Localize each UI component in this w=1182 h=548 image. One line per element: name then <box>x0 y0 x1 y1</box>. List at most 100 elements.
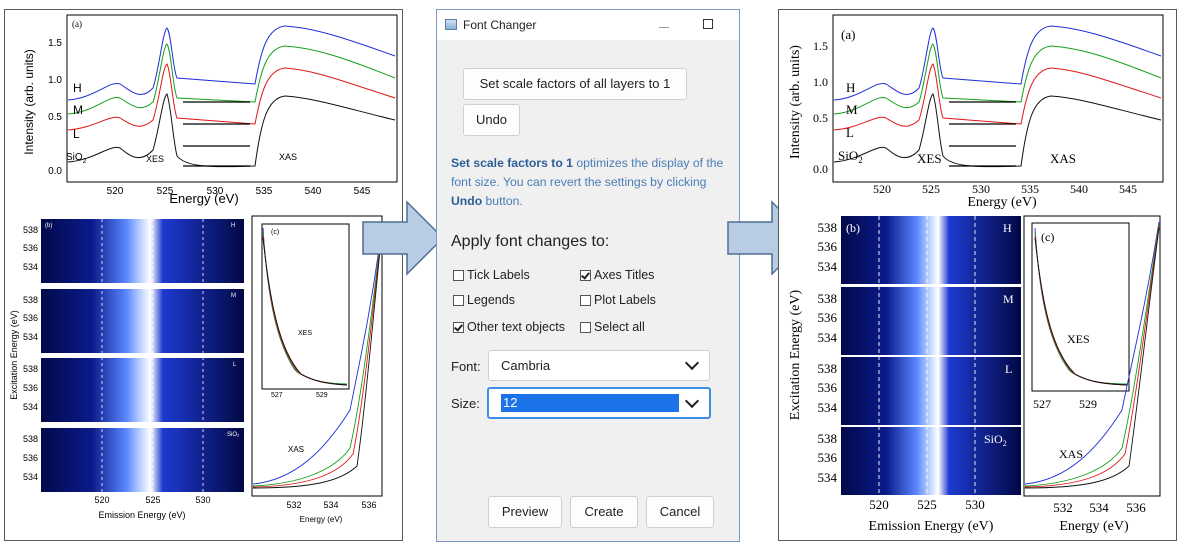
right-a-ytick: 0.5 <box>813 111 828 125</box>
right-figure-canvas: 1.5 1.0 0.5 0.0 520 525 530 535 540 545 … <box>788 14 1164 534</box>
left-b-xlabel: Emission Energy (eV) <box>98 510 185 520</box>
left-a-curve-SiO2 <box>67 93 396 168</box>
right-a-xas-label: XAS <box>1050 151 1076 166</box>
create-button[interactable]: Create <box>570 496 638 528</box>
right-a-xtick: 535 <box>1021 182 1039 196</box>
preview-button[interactable]: Preview <box>488 496 562 528</box>
right-c-inset <box>1031 222 1130 392</box>
left-a-xes-label: XES <box>146 154 164 164</box>
left-b-sub-label: L <box>233 362 237 368</box>
checkbox-plot-labels[interactable]: Plot Labels <box>580 293 656 307</box>
right-b-ytick: 538 <box>818 220 838 235</box>
left-b-ytick: 536 <box>23 313 38 323</box>
right-a-series-label: H <box>846 80 855 95</box>
right-b-sub-label: L <box>1005 362 1012 376</box>
cancel-button[interactable]: Cancel <box>646 496 714 528</box>
left-a-xtick: 540 <box>305 186 322 197</box>
right-b-ytick: 538 <box>818 291 838 306</box>
left-b-ytick: 538 <box>23 225 38 235</box>
left-b-ytick: 534 <box>23 402 38 412</box>
left-figure-canvas: 1.5 1.0 0.5 0.0 520 525 530 535 540 545 … <box>9 14 398 524</box>
left-b-xtick: 525 <box>145 495 160 505</box>
right-a-xlabel: Energy (eV) <box>967 195 1037 210</box>
right-a-series-label: M <box>846 102 858 117</box>
font-select-value: Cambria <box>501 358 551 373</box>
right-a-curve-H <box>833 25 1162 101</box>
left-c-inset <box>261 223 350 390</box>
right-c-inset-xtick: 527 <box>1033 397 1051 411</box>
left-c-xes-label: XES <box>298 330 312 337</box>
left-a-xlabel: Energy (eV) <box>169 191 238 206</box>
checkbox-select-all[interactable]: Select all <box>580 320 645 334</box>
undo-button[interactable]: Undo <box>463 104 520 136</box>
right-c-xlabel: Energy (eV) <box>1059 519 1129 534</box>
right-a-xtick: 520 <box>873 182 891 196</box>
left-a-ytick: 0.0 <box>48 166 62 177</box>
chevron-down-icon[interactable] <box>684 355 700 371</box>
right-b-xtick: 520 <box>869 497 889 512</box>
left-c-inset-xtick: 527 <box>271 392 283 399</box>
right-c-xes-label: XES <box>1067 332 1090 346</box>
right-c-xtick: 534 <box>1089 500 1109 515</box>
left-b-ytick: 536 <box>23 243 38 253</box>
right-b-ytick: 536 <box>818 310 838 325</box>
info-text: Set scale factors to 1 optimizes the dis… <box>451 156 724 208</box>
right-panel-a-frame <box>832 14 1164 183</box>
left-c-xlabel: Energy (eV) <box>300 515 343 524</box>
right-a-panel-label: (a) <box>841 27 855 42</box>
right-a-series-label: L <box>846 125 854 140</box>
apply-heading: Apply font changes to: <box>451 233 610 250</box>
checkbox-box[interactable] <box>453 322 464 333</box>
dialog-titlebar: Font Changer <box>437 10 739 40</box>
left-a-series-label: H <box>73 81 82 95</box>
left-b-ytick: 538 <box>23 364 38 374</box>
right-b-xtick: 530 <box>965 497 985 512</box>
checkbox-box[interactable] <box>580 270 591 281</box>
right-arrow-icon <box>362 200 445 276</box>
left-b-sub-label: M <box>231 293 236 299</box>
chevron-down-icon[interactable] <box>684 393 700 409</box>
left-a-xtick: 525 <box>157 186 174 197</box>
left-a-series-label: SiO2 <box>66 152 87 165</box>
checkbox-axes-titles[interactable]: Axes Titles <box>580 268 654 282</box>
checkbox-box[interactable] <box>453 295 464 306</box>
right-a-curve-M <box>833 43 1162 115</box>
left-a-panel-label: (a) <box>72 19 82 29</box>
font-changer-dialog: Font Changer Set scale factors of all la… <box>436 9 740 542</box>
minimize-icon[interactable] <box>659 27 669 28</box>
right-b-ytick: 536 <box>818 239 838 254</box>
left-b-ytick: 538 <box>23 434 38 444</box>
left-c-panel-label: (c) <box>271 229 279 236</box>
checkbox-box[interactable] <box>580 295 591 306</box>
right-a-ytick: 1.5 <box>813 39 828 53</box>
right-a-xtick: 545 <box>1119 182 1137 196</box>
size-select[interactable]: 12 <box>487 387 711 419</box>
right-b-sub-label: SiO2 <box>984 432 1007 448</box>
right-b-ytick: 534 <box>818 330 838 345</box>
left-a-ytick: 1.0 <box>48 75 62 86</box>
right-b-sub-label: H <box>1003 221 1012 235</box>
set-scale-factors-button[interactable]: Set scale factors of all layers to 1 <box>463 68 687 100</box>
maximize-icon[interactable] <box>703 19 713 29</box>
left-b-xtick: 520 <box>94 495 109 505</box>
checkbox-box[interactable] <box>453 270 464 281</box>
right-b-xtick: 525 <box>917 497 937 512</box>
left-c-inset-xtick: 529 <box>316 392 328 399</box>
right-b-panel-label: (b) <box>846 221 860 235</box>
left-a-curve-M <box>67 43 396 115</box>
left-b-sub-label: H <box>231 223 235 229</box>
left-a-ytick: 0.5 <box>48 112 62 123</box>
left-b-ytick: 536 <box>23 453 38 463</box>
left-a-series-label: M <box>73 103 83 117</box>
right-figure: 1.5 1.0 0.5 0.0 520 525 530 535 540 545 … <box>778 9 1177 541</box>
left-a-curve-H <box>67 25 396 101</box>
font-select[interactable]: Cambria <box>488 350 710 381</box>
checkbox-tick-labels[interactable]: Tick Labels <box>453 268 530 282</box>
checkbox-legends[interactable]: Legends <box>453 293 515 307</box>
right-b-heatmaps <box>841 216 1021 495</box>
right-b-ylabel: Excitation Energy (eV) <box>788 289 803 420</box>
checkbox-box[interactable] <box>580 322 591 333</box>
checkbox-other-text-objects[interactable]: Other text objects <box>453 320 565 334</box>
right-a-curve-L <box>833 63 1162 131</box>
right-c-inset-xtick: 529 <box>1079 397 1097 411</box>
